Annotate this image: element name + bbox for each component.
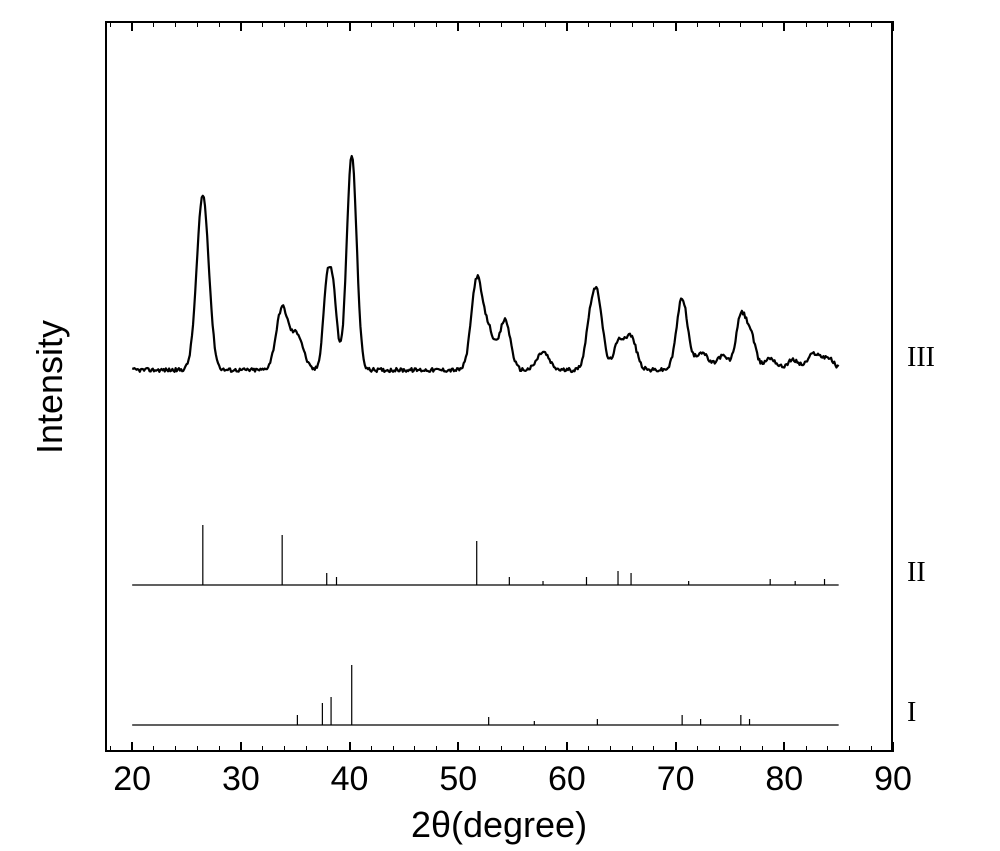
x-minor-tick [175, 746, 176, 752]
x-minor-tick [327, 746, 328, 752]
x-major-tick [131, 21, 133, 31]
x-minor-tick [827, 21, 828, 27]
panel-label-II: II [907, 557, 926, 589]
x-minor-tick [110, 21, 111, 27]
panel-label-I: I [907, 697, 916, 729]
x-minor-tick [740, 746, 741, 752]
x-major-tick [675, 742, 677, 752]
x-minor-tick [610, 21, 611, 27]
x-minor-tick [219, 746, 220, 752]
x-major-tick [892, 21, 894, 31]
x-minor-tick [806, 746, 807, 752]
x-minor-tick [153, 21, 154, 27]
x-minor-tick [436, 21, 437, 27]
x-minor-tick [153, 746, 154, 752]
x-minor-tick [306, 21, 307, 27]
x-minor-tick [653, 746, 654, 752]
x-minor-tick [523, 21, 524, 27]
x-minor-tick [371, 21, 372, 27]
x-minor-tick [197, 21, 198, 27]
x-minor-tick [110, 746, 111, 752]
x-major-tick [131, 742, 133, 752]
x-minor-tick [414, 746, 415, 752]
x-major-tick [240, 742, 242, 752]
x-minor-tick [545, 21, 546, 27]
x-major-tick [783, 742, 785, 752]
x-minor-tick [697, 746, 698, 752]
x-minor-tick [523, 746, 524, 752]
plot-svg [0, 0, 1000, 851]
x-minor-tick [719, 21, 720, 27]
x-minor-tick [327, 21, 328, 27]
x-minor-tick [306, 746, 307, 752]
x-tick-label: 80 [765, 760, 803, 799]
x-major-tick [892, 742, 894, 752]
x-tick-label: 40 [331, 760, 369, 799]
x-minor-tick [871, 746, 872, 752]
x-minor-tick [653, 21, 654, 27]
x-minor-tick [175, 21, 176, 27]
x-tick-label: 20 [113, 760, 151, 799]
x-minor-tick [610, 746, 611, 752]
x-tick-label: 70 [657, 760, 695, 799]
x-minor-tick [740, 21, 741, 27]
x-minor-tick [197, 746, 198, 752]
x-tick-label: 90 [874, 760, 912, 799]
x-major-tick [783, 21, 785, 31]
x-minor-tick [871, 21, 872, 27]
x-minor-tick [479, 746, 480, 752]
x-minor-tick [719, 746, 720, 752]
x-minor-tick [479, 21, 480, 27]
x-major-tick [566, 21, 568, 31]
x-minor-tick [371, 746, 372, 752]
x-minor-tick [262, 21, 263, 27]
x-tick-label: 50 [439, 760, 477, 799]
x-major-tick [240, 21, 242, 31]
panel-label-III: III [907, 342, 935, 374]
x-minor-tick [501, 746, 502, 752]
x-tick-label: 30 [222, 760, 260, 799]
x-minor-tick [501, 21, 502, 27]
x-major-tick [349, 742, 351, 752]
x-minor-tick [632, 746, 633, 752]
x-minor-tick [849, 746, 850, 752]
x-minor-tick [219, 21, 220, 27]
x-minor-tick [632, 21, 633, 27]
x-minor-tick [762, 746, 763, 752]
x-minor-tick [806, 21, 807, 27]
xrd-figure: Intensity 2θ(degree) 2030405060708090III… [0, 0, 1000, 851]
x-minor-tick [588, 21, 589, 27]
x-minor-tick [393, 746, 394, 752]
y-axis-label: Intensity [29, 319, 71, 453]
x-minor-tick [284, 21, 285, 27]
x-major-tick [675, 21, 677, 31]
x-major-tick [457, 21, 459, 31]
x-minor-tick [414, 21, 415, 27]
x-major-tick [457, 742, 459, 752]
x-minor-tick [827, 746, 828, 752]
x-major-tick [566, 742, 568, 752]
x-minor-tick [393, 21, 394, 27]
x-major-tick [349, 21, 351, 31]
x-minor-tick [697, 21, 698, 27]
x-minor-tick [762, 21, 763, 27]
x-tick-label: 60 [548, 760, 586, 799]
x-minor-tick [262, 746, 263, 752]
x-minor-tick [436, 746, 437, 752]
x-minor-tick [849, 21, 850, 27]
x-axis-label: 2θ(degree) [411, 804, 587, 846]
x-minor-tick [545, 746, 546, 752]
panel-III-curve [132, 156, 838, 372]
x-minor-tick [588, 746, 589, 752]
x-minor-tick [284, 746, 285, 752]
